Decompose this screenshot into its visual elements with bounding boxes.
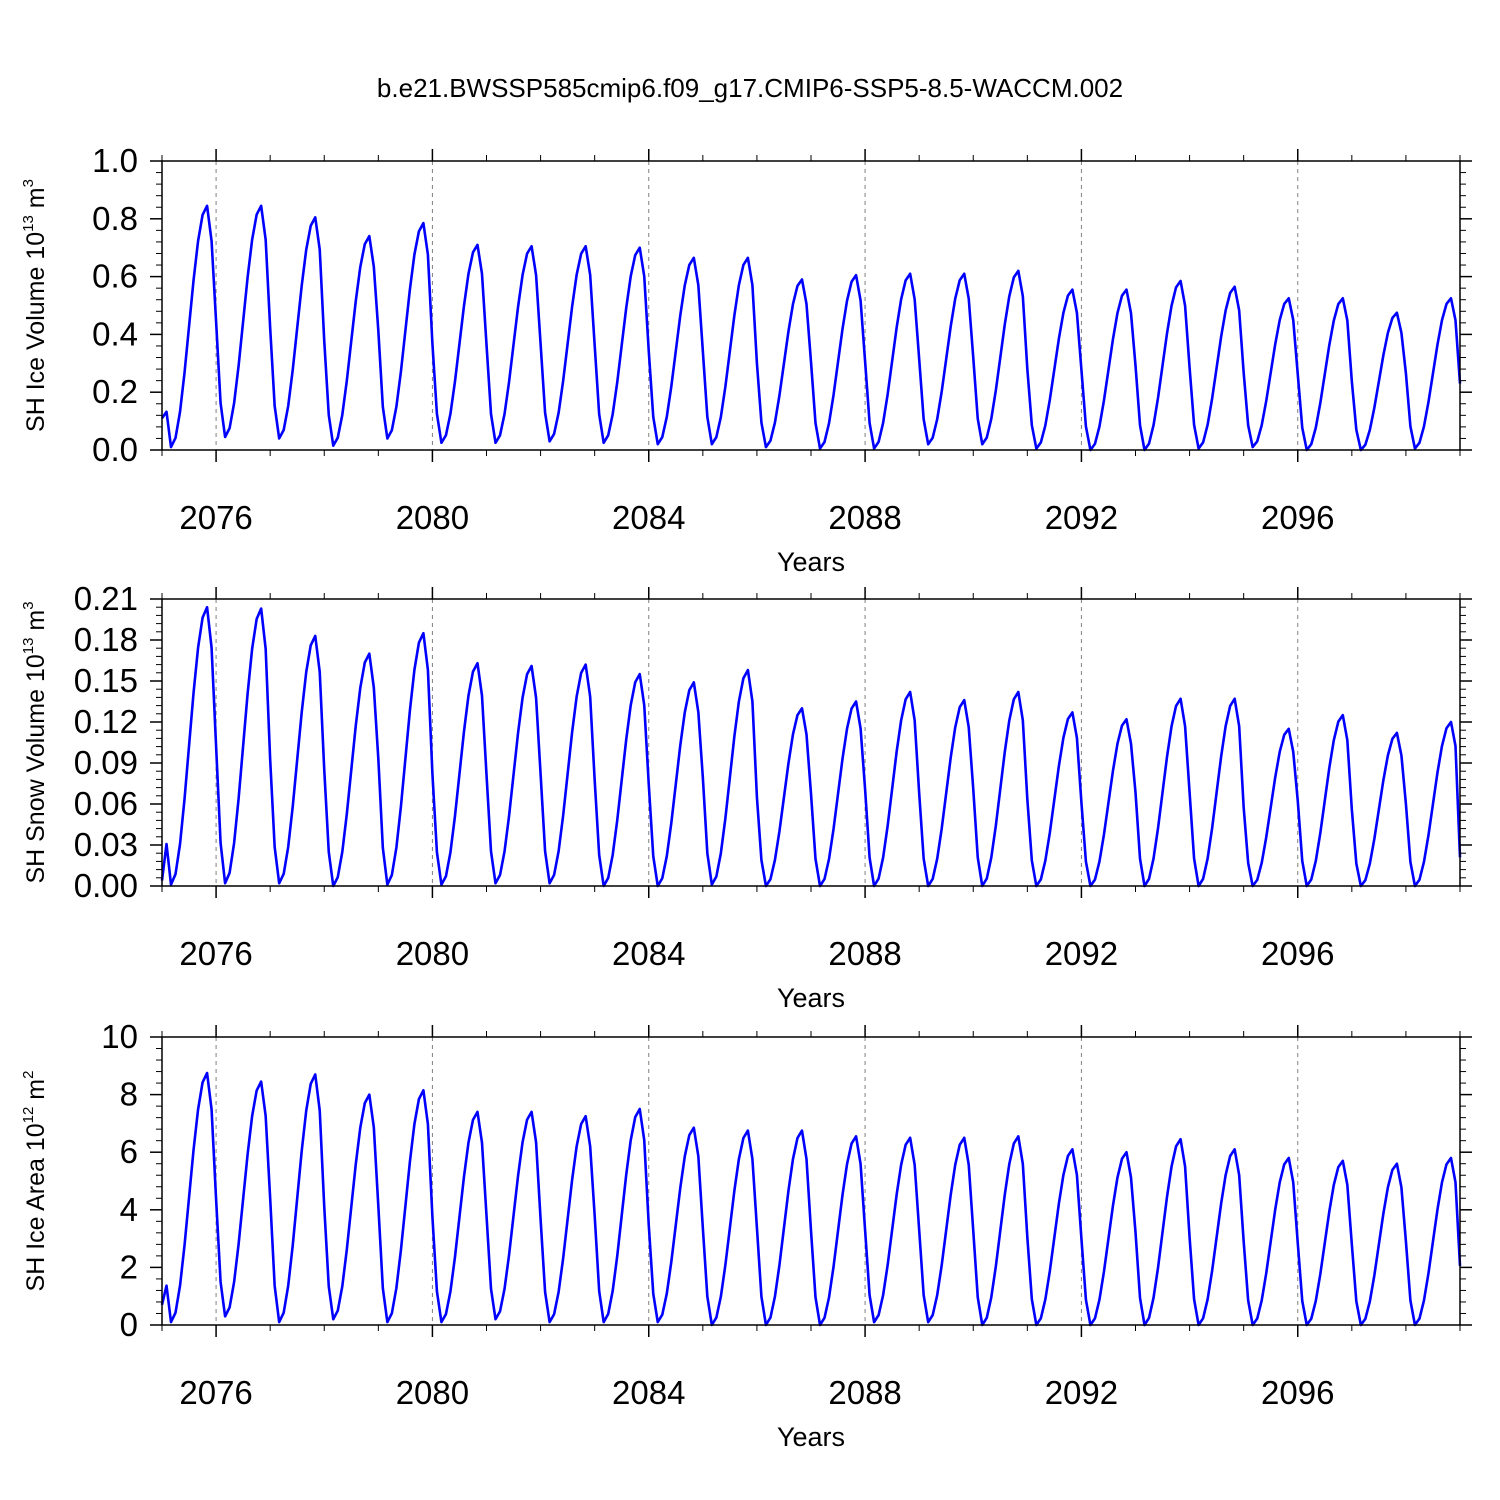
y-tick-label: 0.6 — [92, 258, 138, 295]
y-tick-label: 10 — [101, 1018, 138, 1055]
y-tick-label: 0.09 — [74, 744, 138, 781]
x-tick-label: 2076 — [179, 499, 252, 536]
y-tick-label: 2 — [120, 1248, 138, 1285]
panel-3: 0 2 4 6 8 10 2076 2080 2084 2088 2092 2096 Years SH I… — [20, 1018, 1472, 1452]
x-tick-label: 2088 — [828, 935, 901, 972]
x-tick-label: 2096 — [1261, 935, 1334, 972]
x-tick-label: 2084 — [612, 499, 685, 536]
x-tick-label: 2092 — [1045, 1374, 1118, 1411]
y-tick-label: 0.21 — [74, 580, 138, 617]
series-line — [160, 204, 1462, 452]
y-axis-label: SH Ice Volume 1013 m3 — [20, 179, 50, 432]
x-tick-label: 2080 — [396, 1374, 469, 1411]
series-line — [160, 1071, 1462, 1327]
x-tick-label: 2088 — [828, 499, 901, 536]
y-axis-label: SH Snow Volume 1013 m3 — [20, 601, 50, 883]
x-tick-label: 2092 — [1045, 499, 1118, 536]
y-tick-label: 0.18 — [74, 621, 138, 658]
x-tick-label: 2076 — [179, 935, 252, 972]
series-line — [160, 605, 1462, 888]
panel-1: 0.0 0.2 0.4 0.6 0.8 1.0 2076 2080 2084 2088 2092 20… — [20, 142, 1472, 577]
y-tick-label: 0.4 — [92, 315, 138, 352]
x-tick-label: 2092 — [1045, 935, 1118, 972]
y-tick-label: 0 — [120, 1306, 138, 1343]
y-tick-label: 0.0 — [92, 431, 138, 468]
panel-2: 0.00 0.03 0.06 0.09 0.12 0.15 0.18 0.21 2076 2080… — [20, 580, 1472, 1013]
y-tick-label: 6 — [120, 1133, 138, 1170]
x-axis-label: Years — [777, 1422, 845, 1452]
figure-title: b.e21.BWSSP585cmip6.f09_g17.CMIP6-SSP5-8… — [377, 73, 1123, 103]
y-tick-label: 0.06 — [74, 785, 138, 822]
y-tick-label: 0.03 — [74, 826, 138, 863]
x-tick-label: 2080 — [396, 499, 469, 536]
y-tick-label: 0.2 — [92, 373, 138, 410]
y-tick-label: 0.8 — [92, 200, 138, 237]
x-tick-label: 2080 — [396, 935, 469, 972]
x-tick-label: 2088 — [828, 1374, 901, 1411]
x-axis-label: Years — [777, 547, 845, 577]
y-tick-label: 4 — [120, 1191, 138, 1228]
y-tick-label: 0.00 — [74, 867, 138, 904]
x-tick-label: 2076 — [179, 1374, 252, 1411]
x-tick-label: 2096 — [1261, 499, 1334, 536]
x-tick-label: 2096 — [1261, 1374, 1334, 1411]
x-axis-label: Years — [777, 983, 845, 1013]
y-tick-label: 0.12 — [74, 703, 138, 740]
x-tick-label: 2084 — [612, 1374, 685, 1411]
y-tick-label: 1.0 — [92, 142, 138, 179]
y-axis-label: SH Ice Area 1012 m2 — [20, 1071, 50, 1292]
y-tick-label: 0.15 — [74, 662, 138, 699]
x-tick-label: 2084 — [612, 935, 685, 972]
y-tick-label: 8 — [120, 1076, 138, 1113]
